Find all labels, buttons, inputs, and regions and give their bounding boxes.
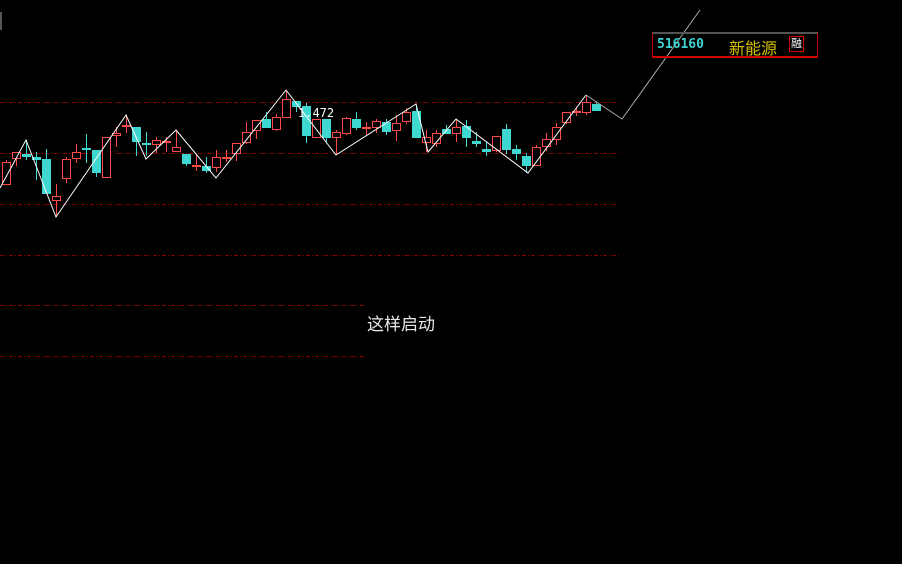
candle-body-down xyxy=(522,156,531,166)
candle-body-up xyxy=(2,162,11,185)
candle-body-down xyxy=(482,149,491,152)
candle-body-up xyxy=(402,112,411,122)
candle-body-down xyxy=(262,119,271,128)
candle-body-up xyxy=(62,159,71,179)
candle-body-up xyxy=(372,121,381,128)
candle-body-down xyxy=(92,150,101,173)
candle-body-down xyxy=(352,119,361,128)
candle-body-up xyxy=(312,119,321,138)
zigzag-line xyxy=(0,89,587,219)
candle-body-up xyxy=(422,137,431,143)
candle-body-down xyxy=(302,106,311,136)
candle-body-up xyxy=(122,125,131,127)
stock-code: 516160 xyxy=(657,37,704,52)
candle-body-up xyxy=(532,147,541,166)
candle-body-down xyxy=(592,104,601,111)
candle-body-up xyxy=(452,127,461,134)
candle-body-down xyxy=(502,129,511,150)
candle-body-up xyxy=(242,132,251,143)
candle-body-up xyxy=(492,136,501,151)
candle-body-up xyxy=(432,133,441,144)
candle-body-up xyxy=(52,196,61,201)
zigzag-projection-line xyxy=(585,9,701,120)
candle-body-up xyxy=(172,147,181,152)
stock-info-box[interactable]: 516160 新能源 融 xyxy=(652,32,818,58)
candle-body-up xyxy=(572,111,581,113)
candle-body-up xyxy=(332,132,341,138)
candle-body-up xyxy=(552,127,561,140)
candle-body-up xyxy=(232,143,241,154)
candle-body-up xyxy=(152,140,161,145)
candle-body-up xyxy=(222,157,231,159)
candle-body-down xyxy=(442,129,451,134)
peak-price-label: 1.472 xyxy=(298,106,334,120)
candle-body-up xyxy=(212,157,221,168)
candle-body-down xyxy=(512,149,521,154)
candle-body-down xyxy=(382,122,391,132)
candle-body-up xyxy=(562,112,571,123)
stock-name: 新能源 xyxy=(729,39,778,58)
candle-body-up xyxy=(102,137,111,178)
candle-body-up xyxy=(192,165,201,167)
candle-body-up xyxy=(362,127,371,129)
candle-body-up xyxy=(542,139,551,147)
candle-body-up xyxy=(272,117,281,130)
candle-body-up xyxy=(342,118,351,134)
candle-body-up xyxy=(72,152,81,159)
candle-body-down xyxy=(82,148,91,150)
candle-body-up xyxy=(162,141,171,143)
candle-body-down xyxy=(202,166,211,171)
candle-body-down xyxy=(182,154,191,164)
candle-body-down xyxy=(472,141,481,144)
candle-body-up xyxy=(582,102,591,113)
candle-body-up xyxy=(252,120,261,131)
candle-body-down xyxy=(32,157,41,160)
candle-body-down xyxy=(142,143,151,145)
candle-body-down xyxy=(322,119,331,138)
candle-body-down xyxy=(132,127,141,142)
candle-body-down xyxy=(42,159,51,194)
candle-body-down xyxy=(22,154,31,157)
candle-body-up xyxy=(392,123,401,131)
candle-body-down xyxy=(462,126,471,138)
candle-body-down xyxy=(412,111,421,138)
margin-trading-badge: 融 xyxy=(789,36,804,52)
candle-body-up xyxy=(282,99,291,118)
chart-caption: 这样启动 xyxy=(367,315,435,335)
corner-marker xyxy=(0,12,2,30)
